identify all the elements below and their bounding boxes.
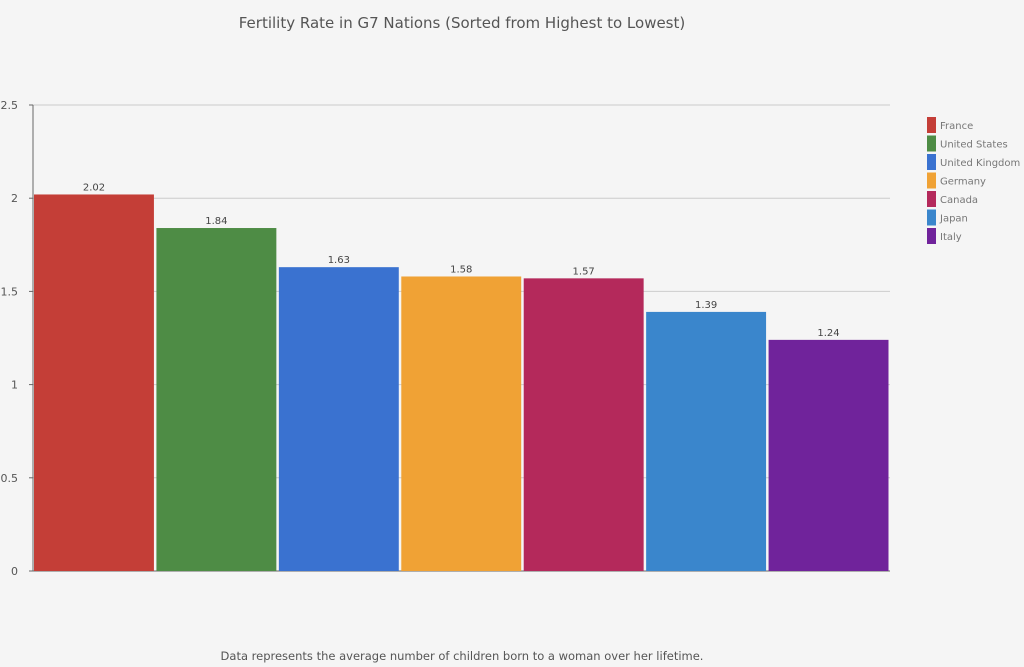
bar-canada bbox=[523, 278, 644, 571]
legend-swatch bbox=[927, 172, 936, 189]
y-tick-label: 2 bbox=[11, 192, 18, 205]
legend-item: Germany bbox=[927, 172, 986, 189]
data-label: 1.58 bbox=[450, 264, 472, 275]
legend-label: United States bbox=[940, 140, 1008, 151]
legend-item: United States bbox=[927, 135, 1008, 152]
legend-swatch bbox=[927, 135, 936, 152]
legend-swatch bbox=[927, 154, 936, 170]
legend-label: France bbox=[940, 121, 973, 132]
y-tick-label: 2.5 bbox=[1, 99, 19, 112]
bar-germany bbox=[401, 276, 522, 571]
y-tick-label: 0 bbox=[11, 565, 18, 578]
legend-swatch bbox=[927, 209, 936, 226]
data-label: 1.57 bbox=[573, 266, 595, 277]
bar-italy bbox=[768, 339, 889, 571]
data-label: 1.39 bbox=[695, 300, 717, 311]
legend-item: Canada bbox=[927, 191, 978, 207]
legend-label: Italy bbox=[940, 232, 962, 243]
legend-label: Japan bbox=[939, 214, 968, 225]
y-tick-label: 1.5 bbox=[1, 285, 19, 298]
bar-france bbox=[34, 194, 154, 572]
bar-japan bbox=[646, 311, 767, 571]
legend-swatch bbox=[927, 117, 936, 133]
bar-united-states bbox=[156, 228, 277, 572]
y-tick-label: 0.5 bbox=[1, 472, 19, 485]
legend-item: United Kingdom bbox=[927, 154, 1020, 170]
legend-item: Italy bbox=[927, 228, 962, 244]
data-label: 2.02 bbox=[83, 182, 105, 193]
y-tick-label: 1 bbox=[11, 379, 18, 392]
data-label: 1.84 bbox=[205, 216, 227, 227]
legend-item: France bbox=[927, 117, 973, 133]
chart-footnote: Data represents the average number of ch… bbox=[221, 649, 704, 663]
bar-united-kingdom bbox=[278, 267, 399, 571]
legend-label: United Kingdom bbox=[940, 158, 1020, 169]
data-label: 1.63 bbox=[328, 255, 350, 266]
legend-swatch bbox=[927, 191, 936, 207]
data-label: 1.24 bbox=[817, 328, 839, 339]
legend-label: Canada bbox=[940, 195, 978, 206]
chart-title: Fertility Rate in G7 Nations (Sorted fro… bbox=[239, 14, 685, 32]
legend-swatch bbox=[927, 228, 936, 244]
legend-label: Germany bbox=[940, 177, 986, 188]
legend-item: Japan bbox=[927, 209, 968, 226]
